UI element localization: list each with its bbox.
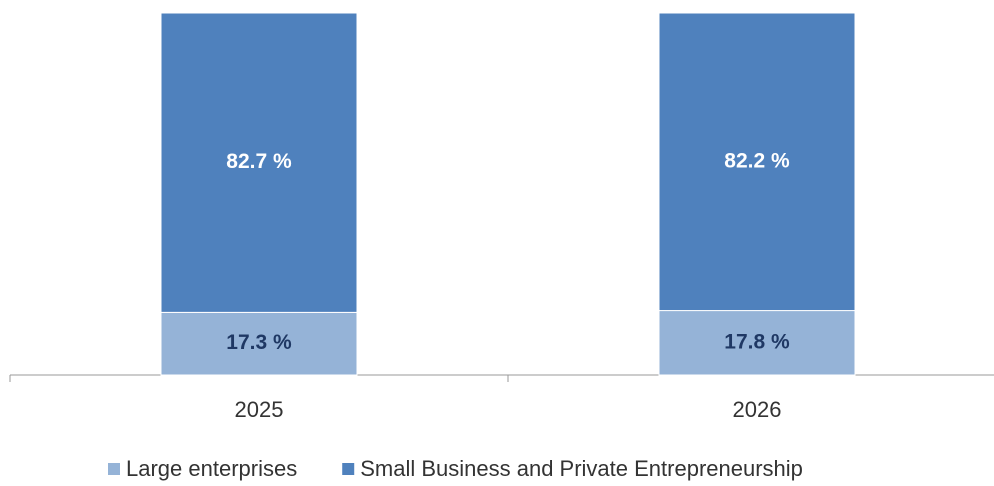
- x-tick-label: 2025: [235, 397, 284, 422]
- legend-swatch: [342, 463, 355, 475]
- data-label: 17.3 %: [226, 331, 292, 354]
- x-tick-label: 2026: [733, 397, 782, 422]
- legend-label: Small Business and Private Entrepreneurs…: [360, 456, 803, 481]
- bar-segment: [658, 310, 856, 376]
- legend-swatch: [108, 463, 120, 475]
- bar-segment: [160, 12, 358, 313]
- bar-segment: [160, 311, 358, 376]
- legend-label: Large enterprises: [126, 456, 297, 481]
- data-label: 17.8 %: [724, 330, 790, 353]
- data-label: 82.2 %: [724, 149, 790, 172]
- data-label: 82.7 %: [226, 150, 292, 173]
- bar-segment: [658, 12, 856, 312]
